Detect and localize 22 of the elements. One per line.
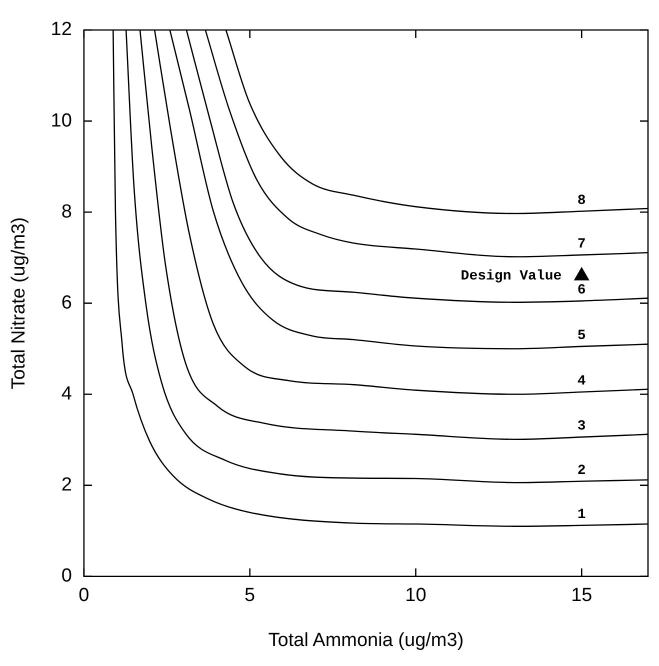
x-tick-label: 5 <box>244 585 256 606</box>
y-tick-label: 2 <box>61 474 72 496</box>
series-label: Design Value <box>460 268 562 284</box>
series-label: 2 <box>577 462 586 479</box>
y-tick-label: 10 <box>50 110 72 132</box>
y-tick-label: 8 <box>61 201 72 222</box>
series-label: 5 <box>577 328 586 344</box>
x-tick-label: 10 <box>405 585 426 606</box>
x-tick-label: 0 <box>78 585 90 606</box>
series-label: 6 <box>577 282 586 298</box>
y-tick-label: 12 <box>50 19 72 40</box>
y-tick-label: 0 <box>61 566 72 587</box>
series-label: 1 <box>577 506 586 523</box>
series-label: 7 <box>577 236 586 252</box>
x-tick-label: 15 <box>571 585 592 606</box>
y-tick-label: 6 <box>61 292 72 314</box>
series-label: 4 <box>577 374 586 390</box>
x-axis-title: Total Ammonia (ug/m3) <box>268 630 464 651</box>
series-label: 3 <box>577 418 586 435</box>
y-axis-title: Total Nitrate (ug/m3) <box>8 217 30 390</box>
series-label: 8 <box>577 192 586 209</box>
y-tick-label: 4 <box>61 384 72 404</box>
